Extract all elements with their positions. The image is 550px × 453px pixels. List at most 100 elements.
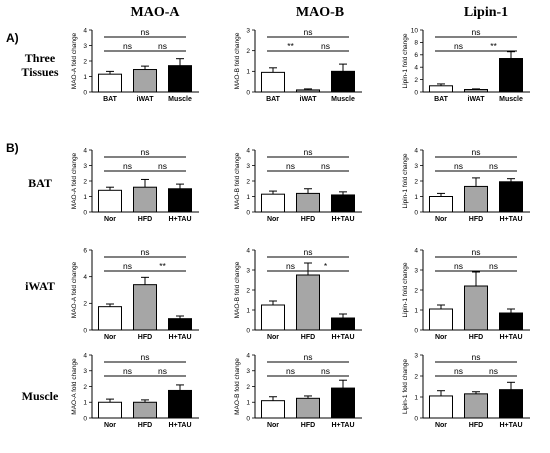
significance-label: ns <box>321 366 330 376</box>
bar <box>168 318 192 331</box>
bar <box>98 401 122 419</box>
bar <box>133 69 157 93</box>
y-tick-label: 3 <box>414 267 418 274</box>
significance-label: ns <box>141 247 150 257</box>
bar <box>133 284 157 331</box>
y-axis-label: Lipin-1 fold change <box>402 262 409 317</box>
y-tick-label: 2 <box>83 301 87 308</box>
significance-label: ns <box>472 147 481 157</box>
significance-label: ns <box>321 161 330 171</box>
y-tick-label: 1 <box>83 400 87 407</box>
y-axis-label: MAO-A fold change <box>71 32 78 89</box>
bar <box>499 181 523 213</box>
y-tick-label: 0 <box>246 89 250 96</box>
col-title-lipin-1: Lipin-1 <box>464 5 508 20</box>
x-category-label: Muscle <box>168 96 192 103</box>
significance-label: ns <box>304 352 313 362</box>
bar <box>464 393 488 419</box>
bar <box>296 274 320 331</box>
bar <box>168 188 192 213</box>
bar <box>98 189 122 213</box>
y-tick-label: 3 <box>246 267 250 274</box>
y-tick-label: 0 <box>83 415 87 422</box>
significance-label: ** <box>287 41 294 51</box>
significance-label: ** <box>159 261 166 271</box>
col-title-mao-b: MAO-B <box>296 5 344 20</box>
x-category-label: HFD <box>469 422 483 429</box>
y-tick-label: 1 <box>246 307 250 314</box>
y-tick-label: 3 <box>83 163 87 170</box>
significance-label: ns <box>454 41 463 51</box>
significance-label: ** <box>490 41 497 51</box>
bar <box>464 185 488 213</box>
bar <box>261 304 285 331</box>
x-category-label: Muscle <box>331 96 355 103</box>
x-category-label: Nor <box>435 216 447 223</box>
bar <box>98 306 122 331</box>
x-category-label: HFD <box>138 216 152 223</box>
bar <box>331 70 355 93</box>
row-label: Three <box>25 51 56 65</box>
y-tick-label: 3 <box>414 352 418 359</box>
x-category-label: H+TAU <box>499 334 522 341</box>
y-axis-label: MAO-A fold change <box>71 152 78 209</box>
x-category-label: H+TAU <box>331 422 354 429</box>
x-category-label: H+TAU <box>168 334 191 341</box>
x-category-label: HFD <box>138 422 152 429</box>
x-category-label: HFD <box>138 334 152 341</box>
bar <box>464 89 488 93</box>
y-tick-label: 0 <box>246 327 250 334</box>
significance-label: ns <box>454 261 463 271</box>
x-category-label: HFD <box>469 216 483 223</box>
x-category-label: H+TAU <box>331 334 354 341</box>
significance-label: ns <box>158 366 167 376</box>
bar <box>499 58 523 93</box>
bar <box>429 85 453 93</box>
col-title-mao-a: MAO-A <box>131 5 181 20</box>
significance-label: ns <box>472 352 481 362</box>
y-tick-label: 6 <box>83 247 87 254</box>
y-tick-label: 4 <box>246 247 250 254</box>
x-category-label: H+TAU <box>499 422 522 429</box>
y-tick-label: 6 <box>414 52 418 59</box>
y-tick-label: 4 <box>246 147 250 154</box>
bar <box>499 312 523 331</box>
bar <box>296 397 320 419</box>
y-tick-label: 2 <box>246 48 250 55</box>
significance-label: ns <box>286 261 295 271</box>
y-axis-label: MAO-B fold change <box>234 152 241 209</box>
y-tick-label: 2 <box>246 287 250 294</box>
y-tick-label: 2 <box>83 58 87 65</box>
significance-label: ns <box>489 161 498 171</box>
y-axis-label: Lipin-1 fold change <box>402 153 409 208</box>
y-tick-label: 0 <box>414 209 418 216</box>
x-category-label: HFD <box>301 216 315 223</box>
y-tick-label: 3 <box>246 163 250 170</box>
y-tick-label: 4 <box>83 352 87 359</box>
significance-label: ns <box>158 41 167 51</box>
bar <box>331 387 355 419</box>
bar <box>261 71 285 93</box>
x-category-label: H+TAU <box>499 216 522 223</box>
bar <box>331 317 355 331</box>
row-label: BAT <box>28 176 52 190</box>
y-tick-label: 1 <box>246 69 250 76</box>
y-axis-label: Lipin-1 fold change <box>402 359 409 414</box>
y-tick-label: 0 <box>246 209 250 216</box>
y-tick-label: 4 <box>246 352 250 359</box>
x-category-label: Muscle <box>499 96 523 103</box>
significance-label: ns <box>454 161 463 171</box>
significance-label: ns <box>489 261 498 271</box>
x-category-label: iWAT <box>300 96 318 103</box>
bar <box>464 285 488 331</box>
y-axis-label: MAO-A fold change <box>71 358 78 415</box>
bar <box>429 395 453 419</box>
bar <box>429 308 453 331</box>
